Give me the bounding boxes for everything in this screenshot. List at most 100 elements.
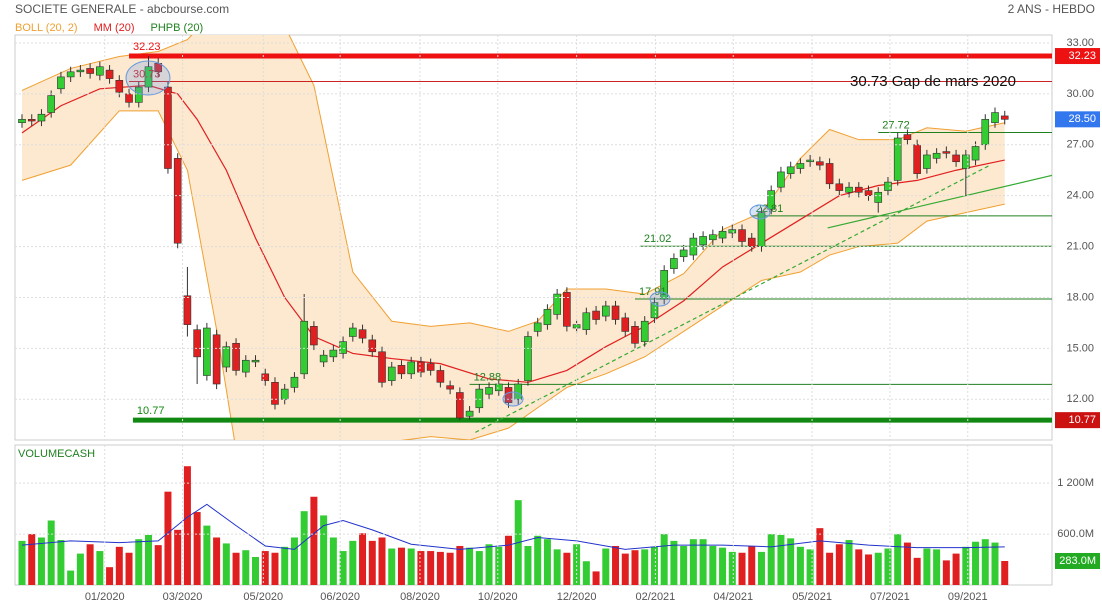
candle-body (86, 68, 94, 74)
x-tick-label: 07/2021 (870, 591, 910, 603)
volume-bar (835, 544, 843, 585)
volume-bar (388, 548, 396, 585)
candle-body (903, 134, 912, 140)
level-label: 17.91 (639, 286, 667, 298)
volume-bar (446, 552, 454, 585)
volume-bar (18, 540, 26, 585)
level-label: 32.23 (133, 41, 161, 53)
volume-bar (135, 539, 143, 585)
volume-bar (290, 537, 298, 585)
price-badge (1055, 552, 1100, 569)
candle-body (777, 171, 785, 188)
candle-body (222, 346, 231, 368)
candle-body (115, 80, 124, 93)
level-label: 12.88 (474, 371, 502, 383)
volume-bar (942, 560, 950, 585)
trendline (827, 174, 1052, 229)
volume-bar (972, 541, 980, 585)
volume-title: VOLUMECASH (18, 448, 95, 460)
candle-body (368, 339, 377, 353)
candle-body (582, 312, 591, 331)
candle-body (670, 258, 678, 269)
volume-bar (738, 552, 746, 585)
volume-bar (884, 548, 892, 585)
candle-body (47, 95, 55, 113)
chart-subtitle: 2 ANS - HEBDO (1008, 2, 1095, 16)
candle-body (426, 363, 435, 371)
candle-body (893, 137, 902, 181)
bollinger-upper (21, 35, 1005, 332)
candle-body (290, 376, 299, 388)
volume-bar (767, 534, 775, 585)
volume-bar (524, 545, 532, 585)
volume-bar (144, 534, 152, 585)
volume-bar (777, 534, 785, 585)
volume-bar (213, 537, 221, 585)
candle-body (533, 322, 542, 332)
candle-body (796, 163, 805, 169)
volume-bar (573, 544, 581, 585)
candle-body (300, 320, 308, 375)
y-tick-label: 18.00 (1066, 291, 1094, 303)
volume-bar (174, 529, 182, 585)
volume-bar (378, 537, 386, 585)
volume-bar (894, 534, 902, 585)
candle-body (923, 154, 931, 169)
candle-body (679, 249, 688, 258)
volume-bar (281, 546, 289, 585)
volume-bar (37, 537, 45, 585)
volume-bar (115, 546, 123, 585)
volume-bar (621, 553, 629, 585)
volume-bar (534, 535, 542, 585)
candle-body (631, 326, 639, 344)
price-panel (14, 34, 1053, 441)
x-tick-label: 04/2021 (713, 591, 753, 603)
volume-bar (933, 549, 941, 585)
candle-body (18, 119, 26, 124)
level-label: 21.02 (644, 233, 672, 245)
candle-body (494, 383, 503, 392)
x-tick-label: 08/2020 (400, 591, 440, 603)
volume-bar (845, 540, 853, 585)
volume-bar (563, 552, 571, 585)
volume-plot (18, 466, 1009, 585)
y-tick-label: 15.00 (1066, 342, 1094, 354)
candle-body (319, 354, 328, 363)
candle-body (884, 181, 892, 191)
volume-bar (612, 545, 620, 585)
y-tick-label: 1 200M (1057, 477, 1094, 489)
volume-bar (553, 549, 561, 585)
volume-bar (806, 549, 814, 585)
volume-bar (368, 540, 376, 585)
candle-body (563, 292, 571, 327)
candle-body (310, 326, 318, 346)
candle-body (475, 388, 484, 409)
x-tick-label: 09/2021 (948, 591, 988, 603)
candle-body (806, 159, 814, 163)
candle-body (27, 119, 36, 122)
volume-bar (475, 551, 483, 585)
candle-body (854, 186, 863, 193)
candle-body (436, 370, 445, 383)
candle-body (767, 190, 776, 210)
candle-body (786, 166, 795, 174)
y-tick-label: 30.00 (1066, 88, 1094, 100)
volume-bar (417, 551, 425, 585)
volume-bar (106, 567, 114, 585)
volume-bar (232, 552, 240, 585)
candle-body (640, 320, 649, 342)
volume-bar (923, 548, 931, 585)
volume-bar (222, 543, 230, 585)
volume-bar (407, 548, 415, 585)
candle-body (592, 310, 600, 320)
candle-body (942, 151, 951, 154)
volume-bar (748, 545, 756, 585)
price-badge (1055, 48, 1100, 65)
volume-bar (592, 571, 600, 585)
candle-body (874, 191, 883, 203)
volume-bar (466, 547, 474, 585)
legend-entry: BOLL (20, 2) (15, 22, 78, 34)
candle-body (125, 93, 133, 103)
volume-bar (631, 550, 639, 585)
